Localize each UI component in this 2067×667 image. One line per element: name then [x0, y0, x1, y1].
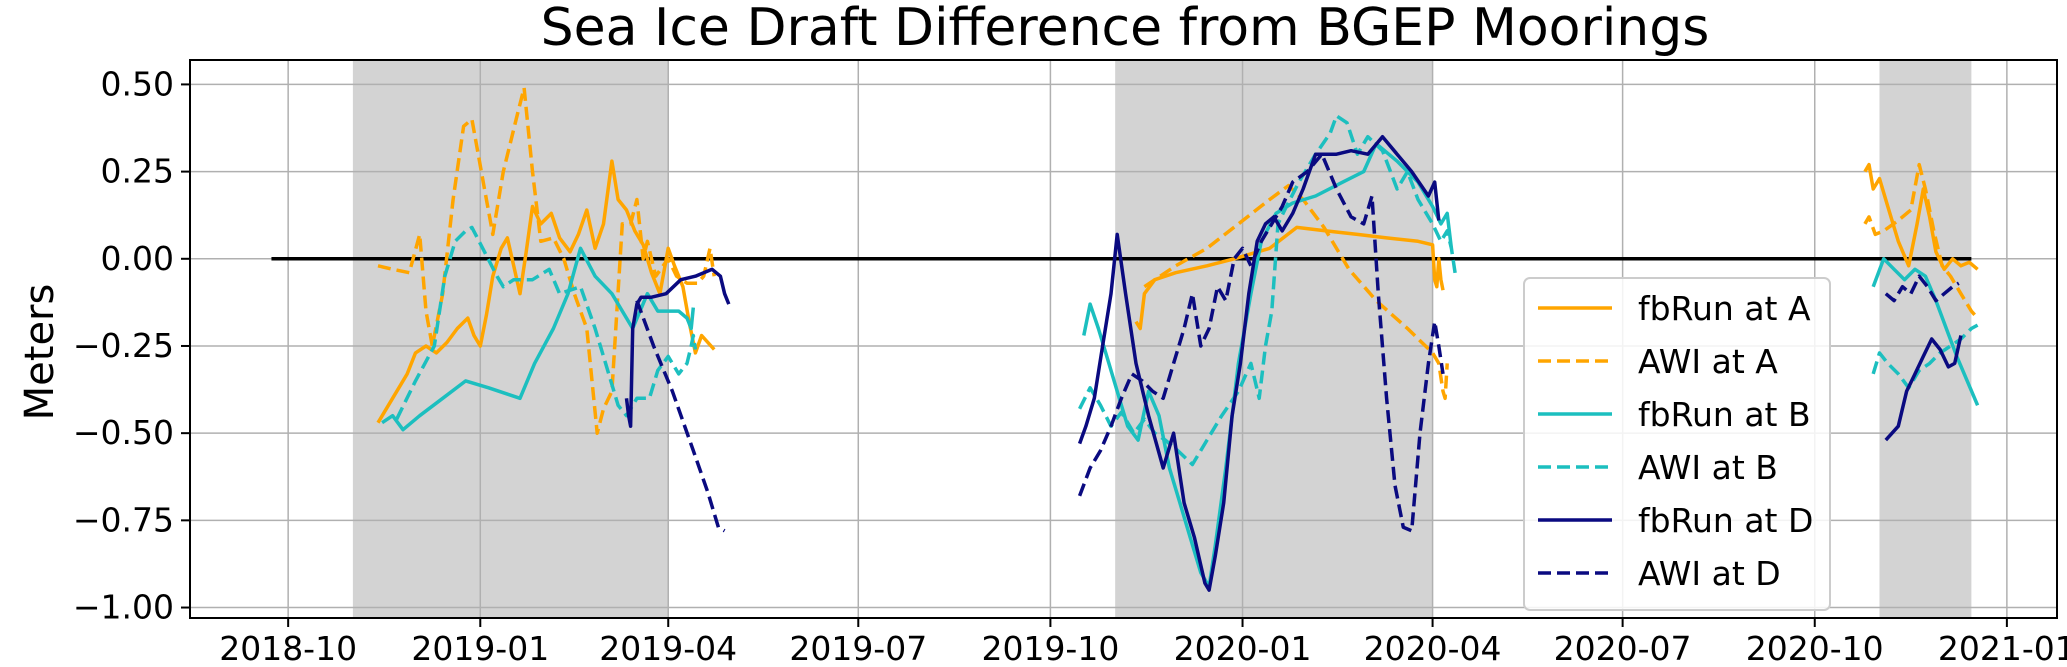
series-fbrun-at-a	[376, 159, 716, 424]
chart-title: Sea Ice Draft Difference from BGEP Moori…	[540, 0, 1710, 58]
legend-label: AWI at B	[1638, 448, 1778, 487]
y-tick-label: 0.25	[101, 152, 174, 191]
series-awi-at-a	[1863, 162, 1979, 320]
plot-frame	[189, 59, 2058, 619]
axes: 0.50 0.25 0.00 −0.25 −0.50 −0.75 −1.00 2018-10 2…	[73, 59, 2067, 667]
y-tick-label: 0.50	[101, 64, 174, 103]
series-awi-at-d	[635, 299, 726, 533]
x-tick-label: 2020-10	[1746, 629, 1884, 667]
legend-label: fbRun at D	[1638, 501, 1813, 540]
x-tick-label: 2019-01	[411, 629, 549, 667]
legend: fbRun at A AWI at A fbRun at B AWI at B fbRu…	[1523, 277, 1831, 611]
legend-label: AWI at D	[1638, 554, 1781, 593]
x-tick-label: 2019-07	[789, 629, 927, 667]
legend-label: fbRun at A	[1638, 289, 1811, 328]
series-fbrun-at-d	[1077, 134, 1441, 592]
y-tick-label: 0.00	[101, 239, 174, 278]
series-awi-at-d	[1884, 274, 1960, 303]
shaded-period-2	[1115, 60, 1433, 618]
x-tick-label: 2021-01	[1938, 629, 2067, 667]
y-tick-label: −0.50	[73, 413, 174, 452]
series-fbrun-at-b	[1871, 257, 1980, 406]
series-fbrun-at-b	[381, 246, 696, 432]
x-tick-label: 2020-07	[1554, 629, 1692, 667]
legend-label: fbRun at B	[1638, 395, 1811, 434]
shaded-period-3	[1879, 60, 1972, 618]
x-tick-label: 2020-01	[1174, 629, 1312, 667]
x-tick-label: 2019-04	[599, 629, 737, 667]
series-awi-at-b	[395, 225, 698, 420]
series-fbrun-at-a	[1863, 162, 1979, 272]
x-tick-label: 2020-04	[1364, 629, 1502, 667]
series-awi-at-b	[1078, 114, 1458, 467]
series-awi-at-b	[1871, 323, 1979, 390]
data-series	[376, 86, 1980, 592]
series-fbrun-at-d	[624, 267, 731, 428]
x-tick-label: 2019-10	[981, 629, 1119, 667]
legend-label: AWI at A	[1638, 342, 1778, 381]
y-tick-label: −0.75	[73, 500, 174, 539]
y-tick-label: −0.25	[73, 326, 174, 365]
x-tick-label: 2018-10	[219, 629, 357, 667]
series-awi-at-a	[1143, 183, 1449, 401]
shaded-period-1	[352, 60, 669, 618]
series-fbrun-at-d	[1884, 335, 1963, 442]
y-tick-label: −1.00	[73, 588, 174, 627]
series-awi-at-d	[1077, 152, 1445, 533]
